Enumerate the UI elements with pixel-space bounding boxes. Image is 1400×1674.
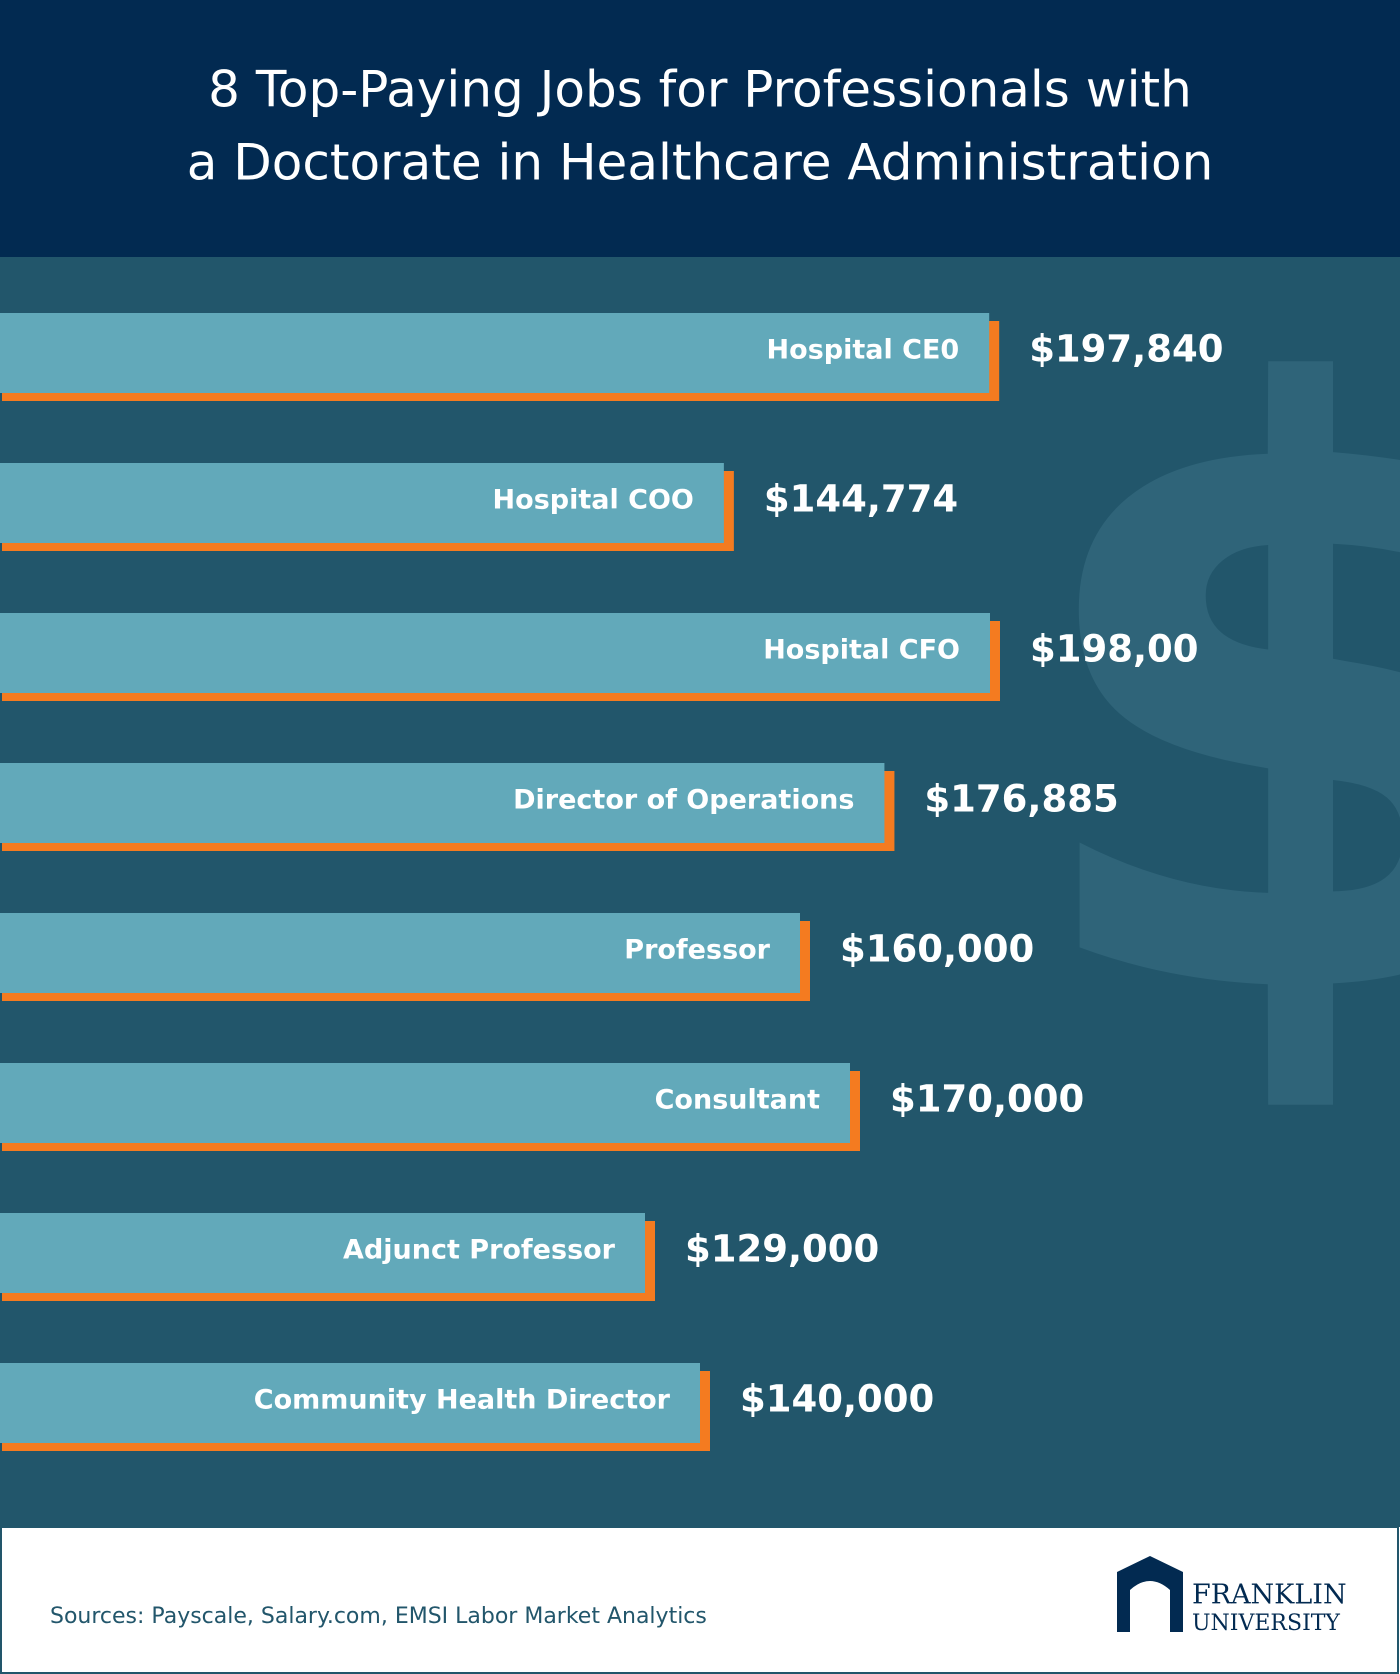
bar-label: Hospital CE0 (767, 335, 960, 366)
chart-title: a Doctorate in Healthcare Administration (187, 134, 1214, 192)
bar (0, 313, 990, 393)
bar (0, 1063, 850, 1143)
value-label: $144,774 (764, 478, 958, 521)
bar-label: Professor (624, 935, 770, 966)
watermark: $ (1015, 224, 1400, 1178)
bar (0, 913, 800, 993)
bar (0, 1363, 700, 1443)
footer (0, 1526, 1399, 1674)
bar-label: Director of Operations (513, 785, 854, 816)
value-label: $129,000 (685, 1228, 879, 1271)
value-label: $197,840 (1029, 328, 1223, 371)
logo-text: FRANKLIN (1192, 1580, 1347, 1611)
logo-mark (1117, 1556, 1183, 1632)
chart-title: 8 Top-Paying Jobs for Professionals with (208, 61, 1192, 119)
bar (0, 613, 990, 693)
bar (0, 1213, 645, 1293)
header (0, 0, 1400, 257)
bar-label: Adjunct Professor (343, 1235, 616, 1266)
bar-label: Hospital CFO (763, 635, 960, 666)
value-label: $176,885 (924, 778, 1118, 821)
logo: FRANKLIN UNIVERSITY (1117, 1556, 1347, 1636)
value-label: $160,000 (840, 928, 1034, 971)
bar-label: Consultant (655, 1085, 820, 1116)
bar (0, 763, 885, 843)
bar-label: Community Health Director (254, 1385, 671, 1416)
value-label: $198,00 (1030, 628, 1199, 671)
bar-label: Hospital COO (493, 485, 694, 516)
bar (0, 463, 724, 543)
value-label: $140,000 (740, 1378, 934, 1421)
source: Sources: Payscale, Salary.com, EMSI Labo… (50, 1604, 707, 1629)
logo-text: UNIVERSITY (1192, 1611, 1340, 1636)
value-label: $170,000 (890, 1078, 1084, 1121)
